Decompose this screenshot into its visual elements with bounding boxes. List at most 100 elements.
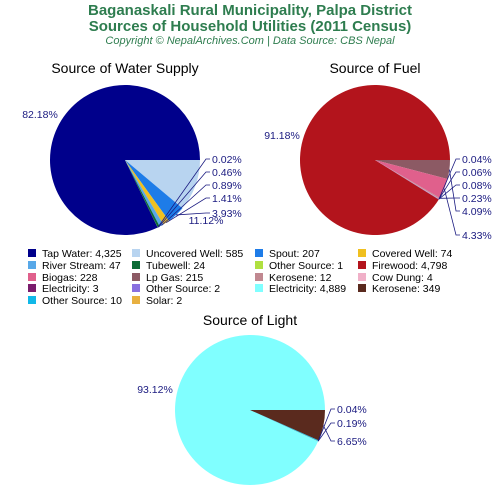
legend-item: Tap Water: 4,325 [28, 248, 122, 260]
fuel-label-firewood: 91.18% [264, 130, 300, 142]
fuel-label-other-source: 0.04% [462, 154, 492, 166]
legend-label: Other Source: 10 [42, 295, 122, 308]
fuel-pie-slice-lp-gas [375, 160, 450, 180]
fuel-leader-lp-gas [448, 169, 460, 212]
light-pie-slice-solar [250, 410, 319, 442]
legend-label: Spout: 207 [269, 248, 320, 260]
fuel-pie-slice-biogas [375, 160, 448, 198]
legend-swatch [132, 249, 140, 257]
light-leader-solar [317, 408, 335, 442]
page-title: Baganaskali Rural Municipality, Palpa Di… [0, 3, 500, 35]
light-pie-slice-kerosene [250, 410, 325, 441]
legend-item: Covered Well: 74 [358, 248, 452, 260]
water-leader-other-source [157, 158, 210, 228]
legend-label: Solar: 2 [146, 295, 183, 308]
legend-item: Firewood: 4,798 [358, 260, 447, 272]
water-label-tap-water: 82.18% [22, 109, 58, 121]
fuel-chart-title: Source of Fuel [329, 60, 421, 76]
fuel-label-lp-gas: 4.09% [462, 206, 492, 218]
water-label-other-source: 0.02% [212, 154, 242, 166]
legend-swatch [132, 284, 140, 293]
water-leader-tubewell [158, 171, 210, 228]
legend-swatch [358, 260, 366, 269]
legend-item: Electricity: 3 [28, 283, 99, 295]
water-pie-slice-covered-well [125, 160, 169, 225]
legend-label: Cow Dung: 4 [372, 271, 433, 284]
legend-item: Solar: 2 [132, 295, 182, 307]
page-title-line2: Sources of Household Utilities (2011 Cen… [88, 18, 412, 35]
legend-swatch [28, 260, 36, 269]
legend-label: Covered Well: 74 [372, 248, 453, 260]
fuel-label-biogas: 4.33% [462, 230, 492, 242]
light-label-other-source: 0.19% [337, 418, 367, 430]
legend-swatch [132, 296, 140, 305]
legend-item: Cow Dung: 4 [358, 272, 433, 284]
legend-label: Electricity: 4,889 [269, 283, 347, 296]
fuel-pie-slice-other-source [375, 160, 439, 200]
legend-swatch [255, 249, 263, 257]
legend-swatch [358, 249, 366, 257]
legend-label: Other Source: 2 [146, 283, 221, 296]
legend-label: Tubewell: 24 [146, 259, 206, 272]
page-credit: Copyright © NepalArchives.Com | Data Sou… [105, 35, 395, 47]
legend-swatch [358, 272, 366, 281]
fuel-pie-slice-cow-dung [375, 160, 440, 200]
legend-swatch [255, 260, 263, 269]
water-label-uncovered-well: 11.12% [189, 215, 224, 227]
fuel-label-kerosene: 0.23% [462, 193, 492, 205]
legend-item: Other Source: 10 [28, 295, 122, 307]
legend-swatch [132, 272, 140, 281]
water-pie-slice-tubewell [125, 160, 160, 228]
legend-swatch [255, 284, 263, 293]
legend-label: Lp Gas: 215 [146, 271, 204, 284]
water-label-covered-well: 1.41% [212, 193, 242, 205]
page-title-line1: Baganaskali Rural Municipality, Palpa Di… [88, 2, 412, 19]
fuel-leader-other-source [438, 158, 460, 200]
legend-label: Kerosene: 349 [372, 283, 441, 296]
legend-swatch [28, 272, 36, 281]
legend-item: Kerosene: 349 [358, 283, 440, 295]
legend-swatch [28, 249, 36, 257]
legend-item: Electricity: 4,889 [255, 283, 346, 295]
legend-label: Other Source: 1 [269, 259, 344, 272]
legend-item: Tubewell: 24 [132, 260, 205, 272]
legend-item: Lp Gas: 215 [132, 272, 203, 284]
fuel-pie-slice-firewood [300, 85, 450, 236]
light-leader-kerosene [323, 425, 335, 442]
water-leader-spout [176, 212, 210, 216]
water-chart-title: Source of Water Supply [51, 60, 199, 76]
water-label-tubewell: 0.46% [212, 167, 242, 179]
legend-swatch [255, 272, 263, 281]
legend-label: Tap Water: 4,325 [42, 248, 122, 260]
water-pie-slice-other-source [125, 160, 158, 228]
fuel-leader-biogas [443, 188, 460, 236]
light-leader-other-source [318, 422, 335, 442]
legend-item: Uncovered Well: 585 [132, 248, 243, 260]
legend-swatch [28, 296, 36, 305]
legend-item: Spout: 207 [255, 248, 320, 260]
fuel-leader-cow-dung [438, 184, 460, 200]
legend-label: Biogas: 228 [42, 271, 98, 284]
water-label-spout: 3.93% [212, 208, 242, 220]
legend-item: Other Source: 2 [132, 283, 220, 295]
legend-label: Firewood: 4,798 [372, 259, 448, 272]
legend-item: River Stream: 47 [28, 260, 121, 272]
water-pie-slice-spout [125, 160, 183, 221]
fuel-pie-slice-kerosene [375, 160, 440, 199]
fuel-label-cow-dung: 0.08% [462, 180, 492, 192]
light-label-solar: 0.04% [337, 404, 367, 416]
legend-item: Biogas: 228 [28, 272, 97, 284]
legend-label: Uncovered Well: 585 [146, 248, 244, 260]
legend-item: Other Source: 1 [255, 260, 343, 272]
legend-swatch [358, 284, 366, 293]
water-pie-slice-river-stream [125, 160, 164, 227]
legend-label: River Stream: 47 [42, 259, 121, 272]
light-label-kerosene: 6.65% [337, 436, 367, 448]
legend-label: Electricity: 3 [42, 283, 99, 296]
light-label-electricity: 93.12% [137, 384, 173, 396]
legend-label: Kerosene: 12 [269, 271, 332, 284]
light-chart-title: Source of Light [202, 312, 298, 328]
legend-swatch [132, 260, 140, 269]
water-leader-river-stream [161, 184, 210, 226]
